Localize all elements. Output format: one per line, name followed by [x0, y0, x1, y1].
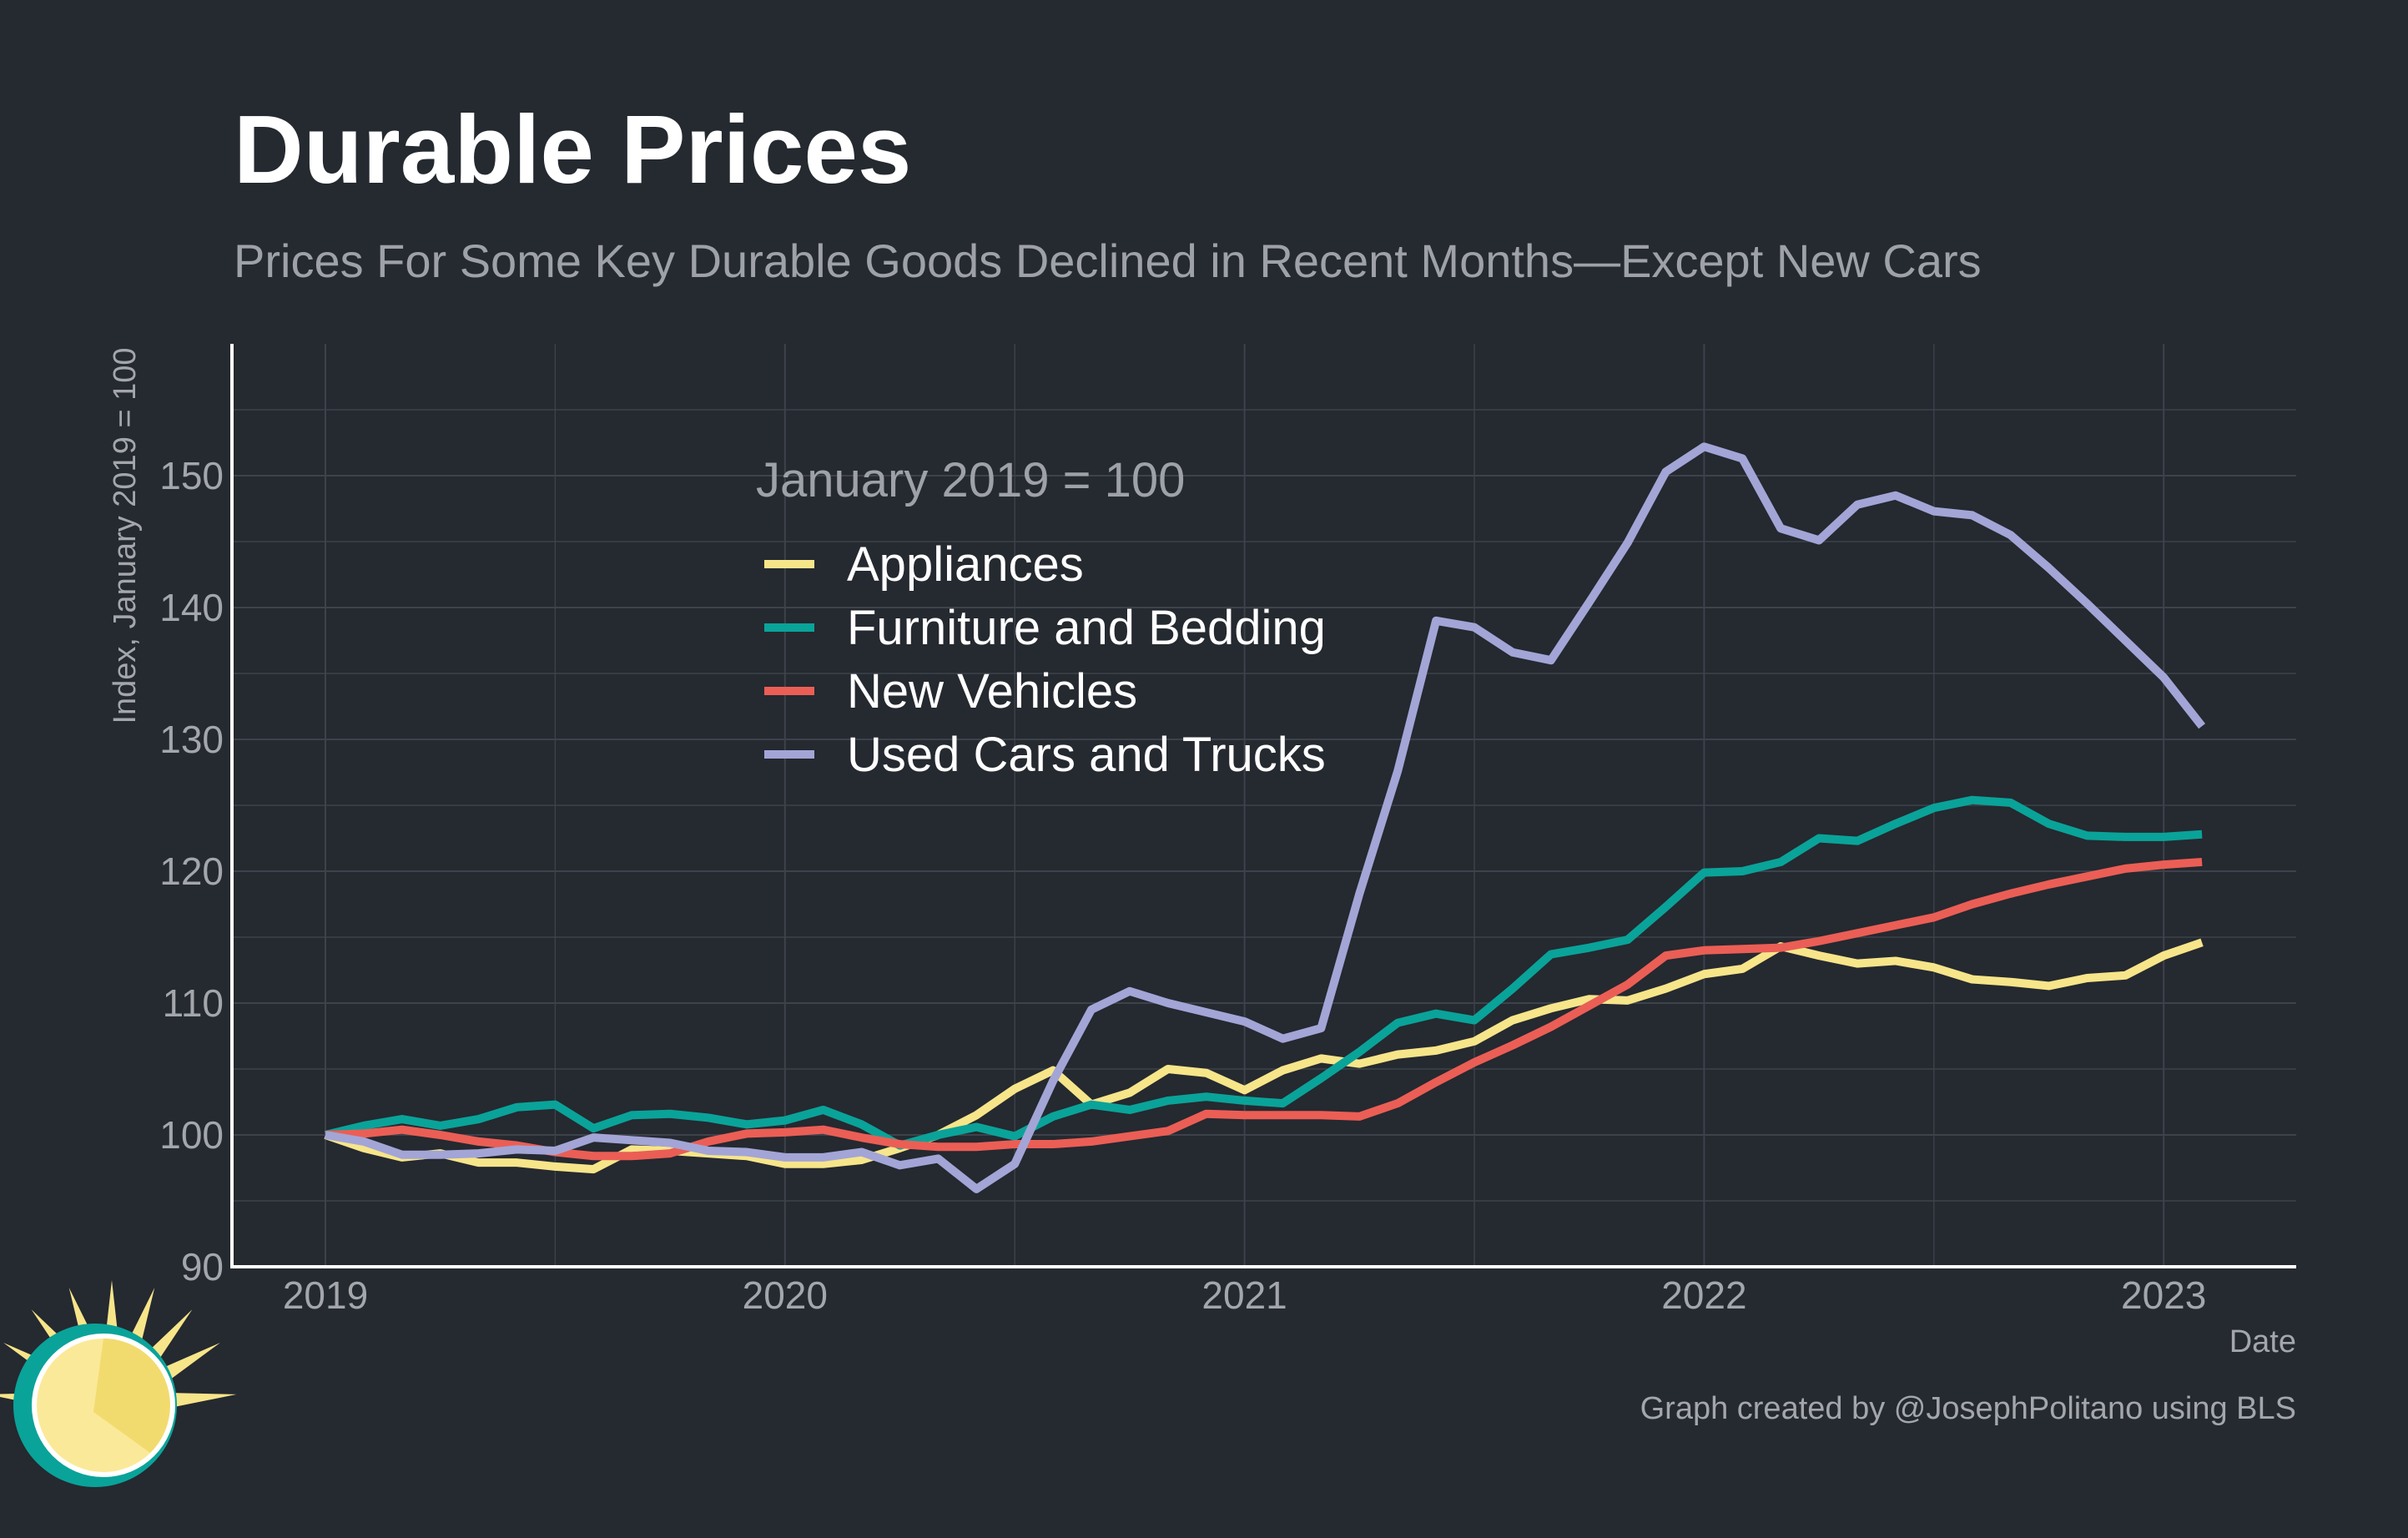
y-axis-title: Index, January 2019 = 100 [108, 347, 143, 724]
series-line-furniture-and-bedding [324, 795, 2203, 1150]
source-caption: Graph created by @JosephPolitano using B… [1640, 1391, 2296, 1426]
sun-ray [160, 1392, 237, 1409]
legend-items: Appliances Furniture and Bedding New Vehic… [764, 537, 1326, 782]
y-tick-label: 100 [159, 1113, 224, 1157]
legend-label-new-vehicles: New Vehicles [847, 664, 1137, 719]
x-tick-label: 2019 [283, 1273, 368, 1317]
chart-subtitle: Prices For Some Key Durable Goods Declin… [234, 234, 1982, 287]
axes [230, 344, 2296, 1268]
series-line-used-cars-and-trucks [325, 442, 2206, 1193]
grid [232, 344, 2296, 1267]
sun-logo-icon [0, 1280, 237, 1487]
y-tick-label: 90 [181, 1245, 224, 1288]
x-tick-label: 2020 [743, 1273, 828, 1317]
y-tick-label: 140 [159, 586, 224, 629]
legend: January 2019 = 100 Appliances Furniture a… [756, 453, 1326, 782]
y-tick-label: 120 [159, 850, 224, 893]
tick-labels: 90 100 110 120 130 140 150 2019 2020 2021 2022 2023 [159, 454, 2206, 1317]
x-axis-title: Date [2229, 1324, 2296, 1359]
series-line-appliances [324, 938, 2204, 1174]
y-tick-label: 110 [163, 981, 224, 1025]
y-tick-label: 150 [159, 454, 224, 497]
y-tick-label: 130 [159, 718, 224, 761]
series-line-new-vehicles [325, 857, 2203, 1161]
sun-shade [93, 1339, 170, 1453]
x-tick-label: 2023 [2121, 1273, 2206, 1317]
chart-title: Durable Prices [234, 95, 911, 204]
legend-label-furniture-and-bedding: Furniture and Bedding [847, 601, 1326, 655]
x-tick-label: 2021 [1201, 1273, 1287, 1317]
x-tick-label: 2022 [1661, 1273, 1746, 1317]
legend-title: January 2019 = 100 [756, 453, 1185, 507]
series-lines [324, 442, 2206, 1193]
legend-label-used-cars-and-trucks: Used Cars and Trucks [847, 728, 1326, 782]
legend-label-appliances: Appliances [847, 537, 1084, 592]
